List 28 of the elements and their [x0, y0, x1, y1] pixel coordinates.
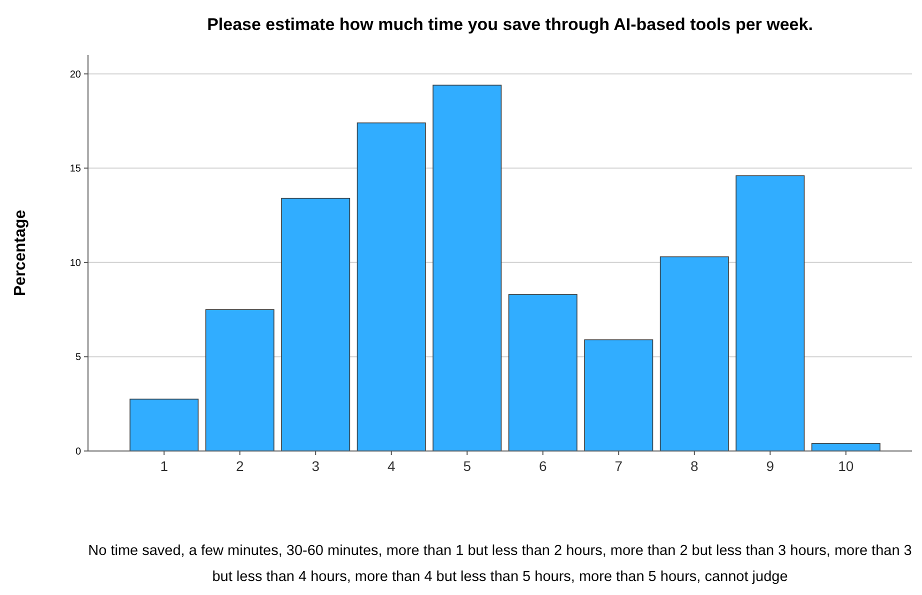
y-tick-label: 15 [70, 164, 82, 175]
x-tick-label: 8 [690, 458, 698, 474]
bar [736, 175, 805, 452]
y-axis-title: Percentage [12, 210, 29, 296]
bar [130, 398, 199, 452]
bar [584, 339, 654, 452]
y-tick-label: 20 [70, 69, 82, 80]
x-tick-label: 5 [463, 458, 472, 474]
x-tick-label: 6 [538, 458, 547, 474]
x-tick-label: 10 [838, 458, 854, 474]
x-tick-label: 2 [236, 458, 244, 474]
bar [432, 84, 502, 452]
x-tick-label: 7 [614, 458, 623, 474]
bar [660, 256, 729, 452]
x-axis-title: No time saved, a few minutes, 30-60 minutes, more than 1 but less than 2 hours, more than 2 but less than 3 hours, more than 3 but less than 4 hours, more than 4 but less than 5 hours, more than 5 hours, cannot judge [87, 542, 913, 587]
y-tick-label: 5 [75, 352, 82, 364]
y-tick-label: 0 [75, 446, 82, 458]
chart-title: Please estimate how much time you save through AI-based tools per week. [207, 15, 813, 34]
x-tick-label: 1 [160, 458, 168, 474]
x-tick-label: 9 [766, 458, 774, 474]
bar [508, 294, 578, 452]
x-tick-label: 3 [312, 458, 320, 474]
bar [811, 443, 880, 452]
bar [356, 122, 426, 452]
x-tick-label: 4 [387, 458, 396, 474]
y-tick-label: 10 [70, 258, 82, 269]
bar [205, 309, 274, 452]
bar [281, 198, 350, 452]
